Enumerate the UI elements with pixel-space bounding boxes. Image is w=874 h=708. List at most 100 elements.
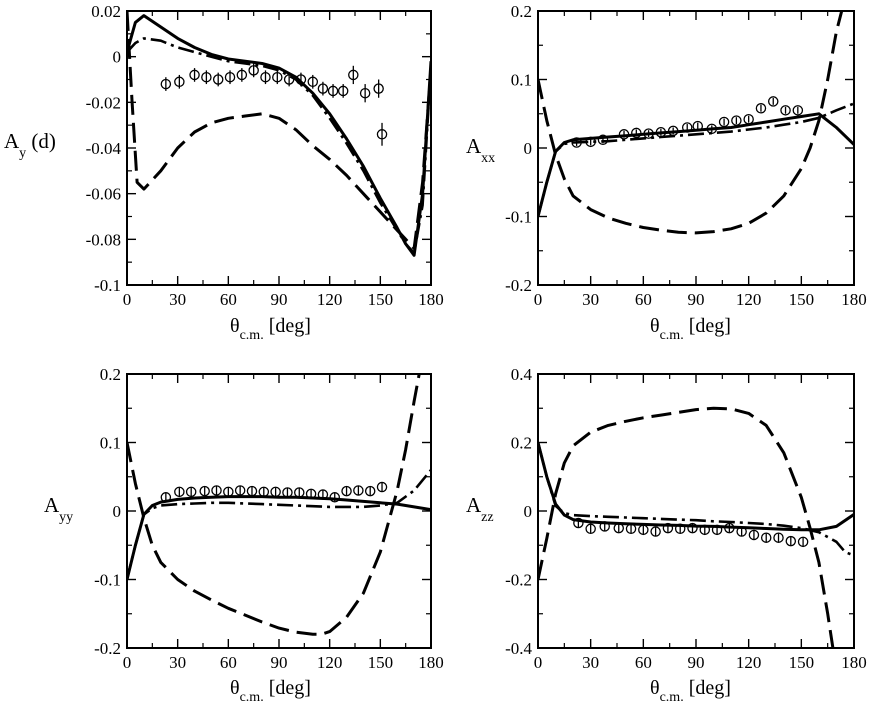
point-marker [706,123,718,135]
data-point [201,70,212,85]
data-point [748,529,760,541]
data-point [692,120,704,132]
x-tick-label: 0 [123,290,132,309]
plot-frame [126,373,432,649]
point-marker [327,85,339,97]
point-marker [743,113,754,125]
y-tick-label: 0.2 [511,2,532,21]
x-tick-label: 30 [169,653,186,672]
point-marker [160,78,172,90]
data-point [327,84,339,98]
point-marker [295,74,307,85]
point-marker [189,69,200,81]
series-layer [538,406,854,648]
point-marker [573,517,584,529]
data-point [597,134,609,146]
plot-frame [126,10,432,286]
point-marker [674,523,686,535]
x-tick-label: 60 [220,653,237,672]
plot-frame [537,373,855,649]
y-label-subscript: yy [59,510,73,525]
data-point [295,72,307,87]
point-marker [597,134,609,146]
x-label-unit: [deg] [264,677,311,699]
point-marker [211,485,222,496]
data-point [224,70,236,85]
x-axis-label: θc.m. [deg] [650,315,731,343]
data-points-layer [160,481,388,503]
data-point [199,485,210,497]
x-tick-label: 90 [271,290,288,309]
point-marker [258,486,270,498]
plot-frame [537,10,855,286]
data-point [359,84,371,103]
y-tick-label: 0 [524,139,533,158]
x-tick-label: 180 [418,290,444,309]
y-label-subscript: y [19,146,26,161]
point-marker [599,521,610,532]
panel-ay: 0 30 60 90 120 150 180 -0.1 -0.08 -0.06 -0.04 -0.02… [4,2,444,343]
point-marker [785,535,797,547]
data-point [376,122,388,146]
y-label-main: A [466,493,482,517]
series-dashed [538,11,844,235]
point-marker [376,129,388,140]
point-marker [283,74,295,85]
x-tick-label: 150 [368,653,394,672]
point-marker [643,128,654,139]
point-marker [699,524,711,536]
series-layer [127,374,431,636]
data-point [585,523,596,535]
point-marker [618,129,630,140]
point-marker [353,485,364,496]
data-point [760,532,772,543]
data-point [743,113,754,125]
data-point [780,105,791,116]
y-tick-label: -0.04 [86,139,122,158]
data-point [599,521,610,532]
x-tick-label: 150 [368,290,394,309]
data-point [797,536,809,548]
point-marker [780,105,791,116]
y-tick-label: 0 [113,502,122,521]
point-marker [755,103,767,114]
point-marker [174,76,185,88]
y-tick-label: 0.1 [100,434,121,453]
y-label-main: A [44,493,60,517]
y-tick-label: -0.2 [94,639,121,658]
data-point [223,486,234,498]
data-point [376,481,388,493]
point-marker [282,487,293,498]
point-marker [711,524,723,536]
data-point [212,72,224,87]
y-tick-label: -0.06 [86,185,121,204]
y-tick-label: -0.1 [505,208,532,227]
y-tick-label: -0.4 [505,639,532,658]
data-point [613,522,625,534]
point-marker [223,486,234,498]
y-tick-label: -0.1 [94,276,121,295]
panel-axx: 0 30 60 90 120 150 180 -0.2 -0.1 0 0.1 0.2 Axx θc.m… [466,2,867,343]
point-marker [376,481,388,493]
x-tick-label: 60 [220,290,237,309]
point-marker [317,83,329,94]
point-marker [631,127,642,139]
data-point [631,127,642,139]
point-marker [224,71,236,83]
data-point [785,535,797,547]
x-label-unit: [deg] [264,315,311,337]
data-point [643,128,654,139]
ticks-layer: 0 30 60 90 120 150 180 -0.4 -0.2 0 0.2 0.4 [505,365,867,672]
point-marker [329,492,340,503]
x-label-theta: θ [650,677,660,699]
data-point [687,522,698,534]
x-tick-label: 120 [317,653,343,672]
x-label-theta: θ [230,677,240,699]
point-marker [337,85,349,97]
data-point [724,522,735,534]
data-point [711,524,723,536]
y-tick-label: -0.02 [86,93,121,112]
x-tick-label: 120 [736,653,762,672]
y-tick-label: -0.2 [505,276,532,295]
y-tick-label: 0.02 [91,2,121,21]
